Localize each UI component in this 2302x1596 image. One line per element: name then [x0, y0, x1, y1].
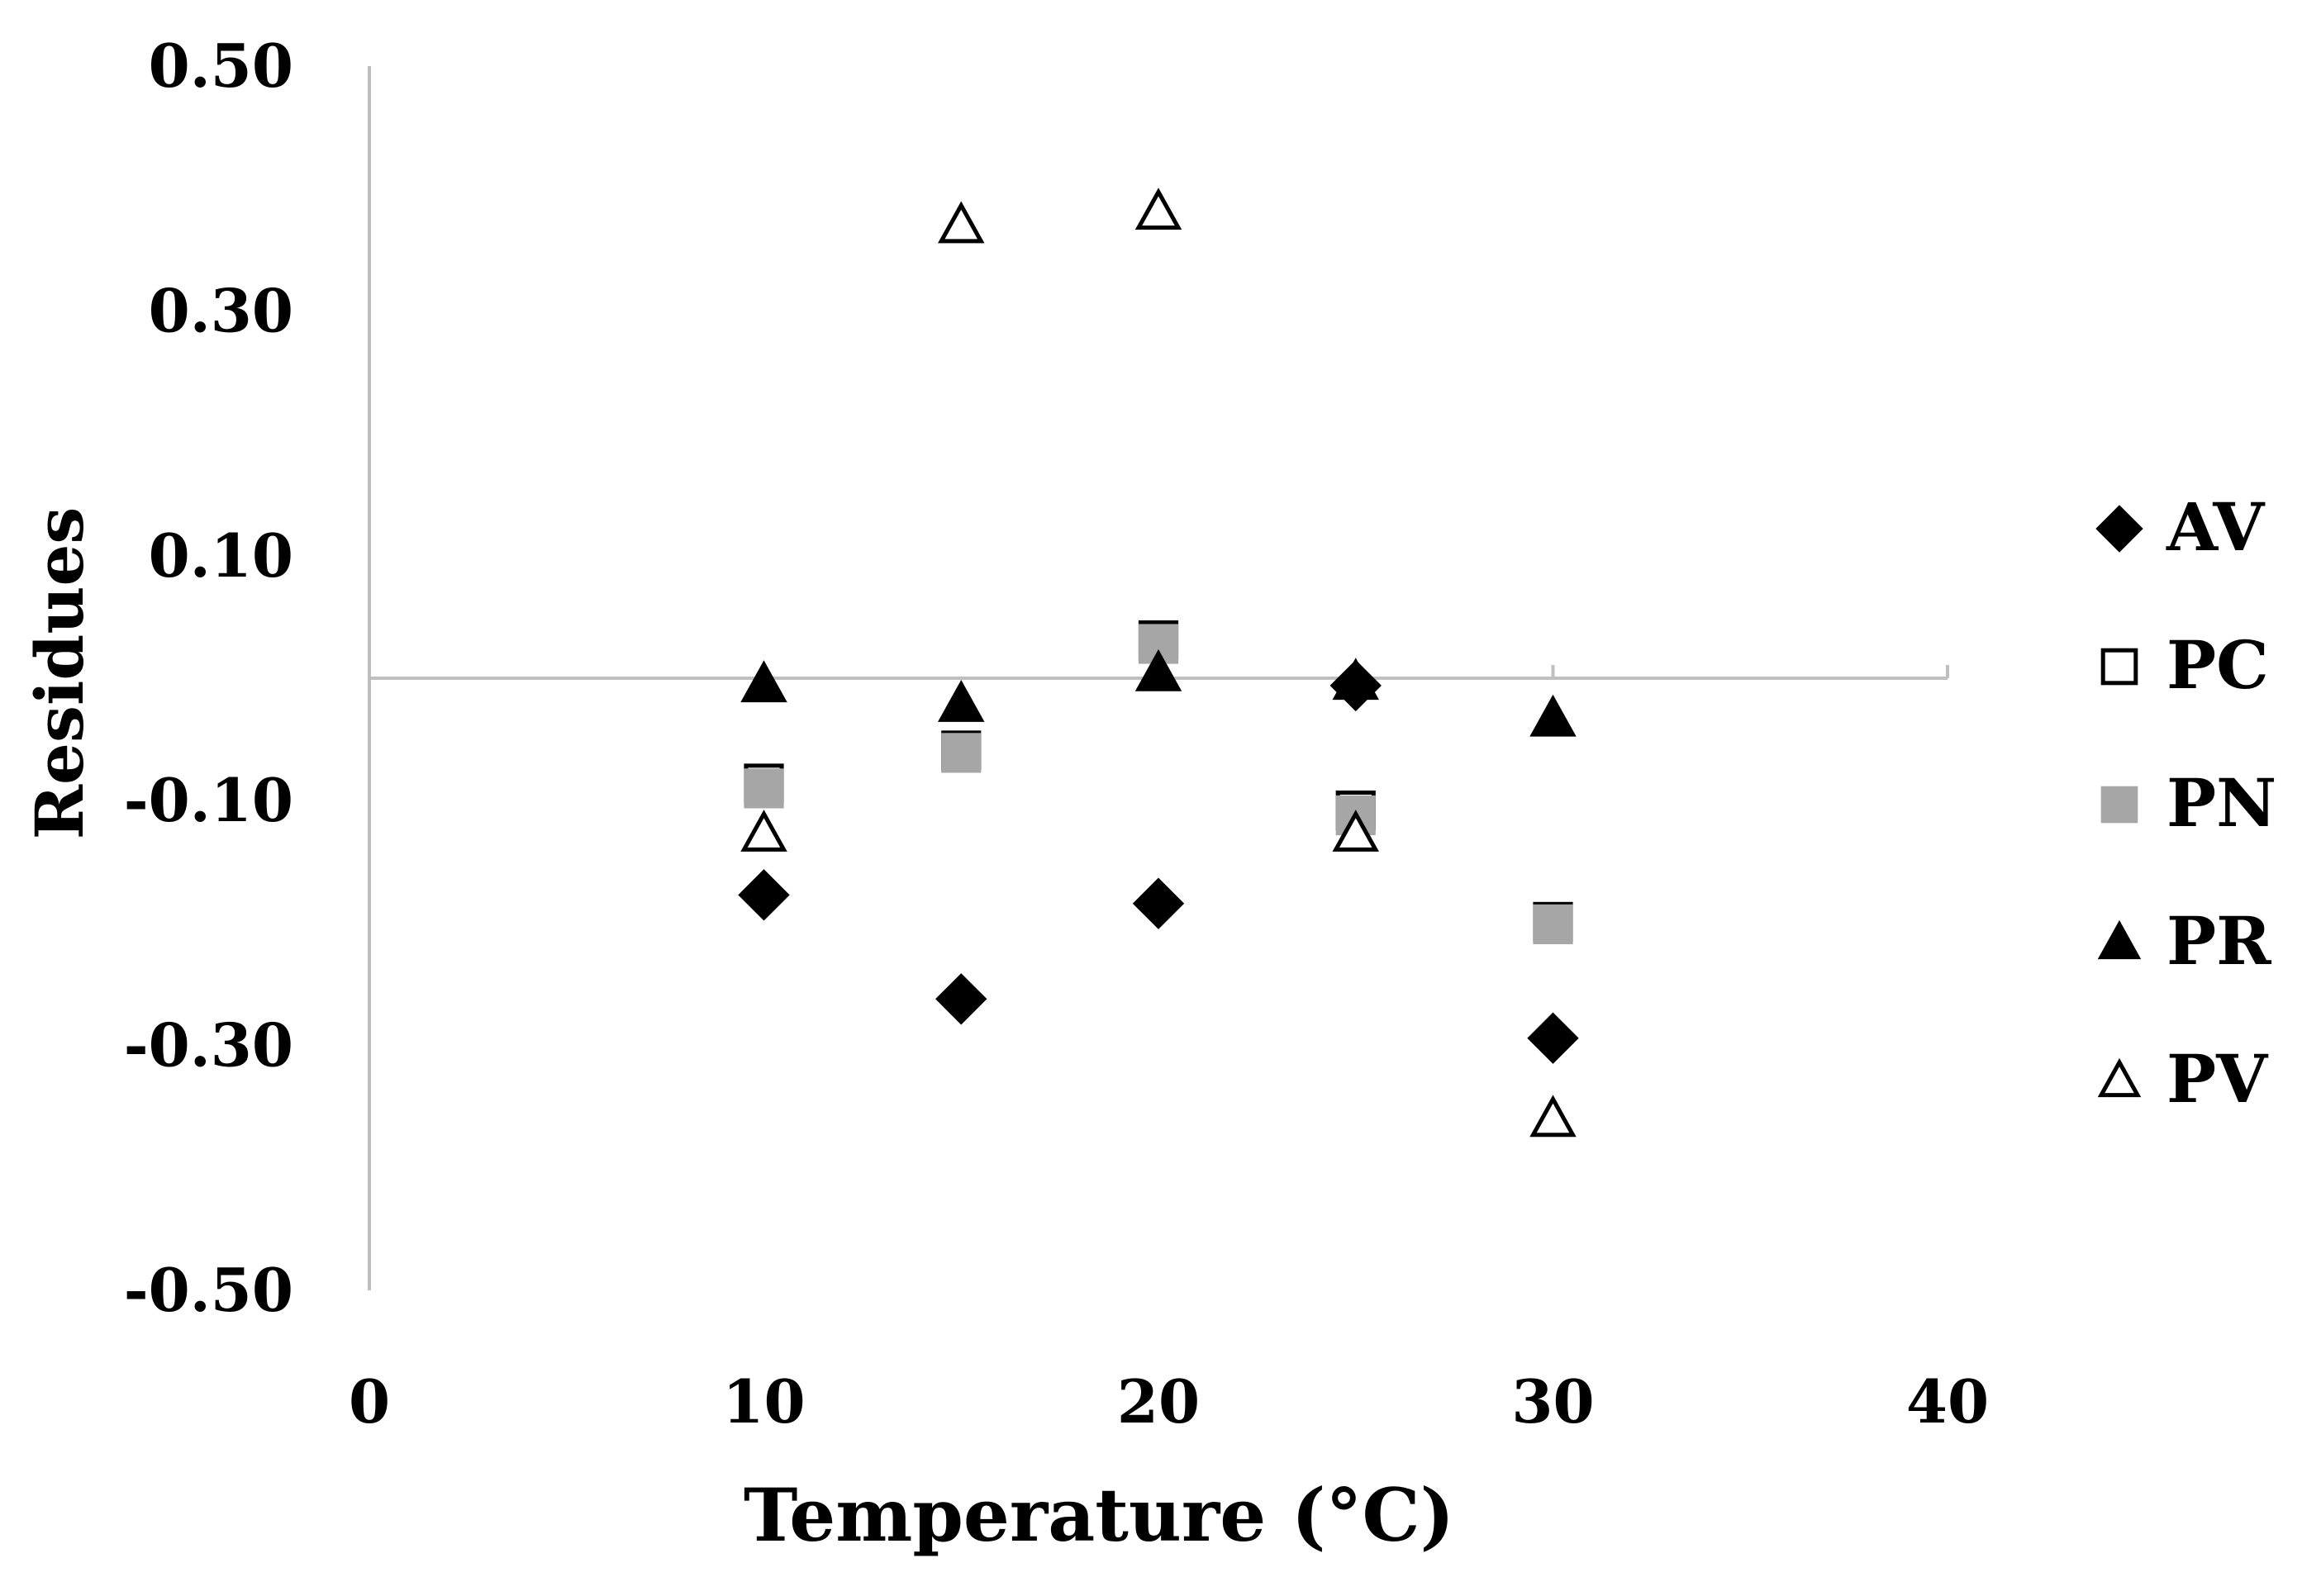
point-av [738, 869, 790, 921]
y-tick-label: 0.10 [149, 520, 293, 591]
legend-label-pn: PN [2166, 764, 2276, 842]
series-pr [740, 648, 1577, 737]
legend-marker-pc [2100, 648, 2138, 686]
legend-marker-pn [2100, 786, 2138, 824]
y-tick-label: -0.10 [124, 765, 293, 835]
point-av [1527, 1012, 1579, 1064]
point-pr [740, 660, 787, 703]
x-tick-label: 20 [1117, 1366, 1200, 1437]
point-av [935, 973, 987, 1025]
series-pv [740, 188, 1577, 1138]
legend: AV PC PN PR PV [2095, 488, 2276, 1118]
legend-label-pc: PC [2166, 626, 2269, 704]
tick-labels-layer: 0 10 20 30 40 0.50 0.30 0.10 -0.10 -0.30 -0.50 [124, 31, 1989, 1437]
y-tick-label: 0.30 [149, 275, 293, 345]
legend-item-pn: PN [2100, 764, 2276, 842]
x-axis-title: Temperature (°C) [744, 1472, 1454, 1558]
point-pr [938, 679, 985, 722]
x-tick-label: 40 [1906, 1366, 1989, 1437]
x-tick-label: 10 [722, 1366, 805, 1437]
y-tick-label: -0.30 [124, 1010, 293, 1081]
point-pv [1529, 1095, 1577, 1138]
legend-item-av: AV [2095, 488, 2266, 566]
legend-label-av: AV [2166, 488, 2266, 566]
series-av [738, 659, 1579, 1064]
point-av [1132, 877, 1185, 929]
legend-item-pc: PC [2100, 626, 2269, 704]
legend-label-pr: PR [2166, 902, 2271, 980]
y-axis-title: Residues [21, 507, 98, 840]
point-pn [941, 733, 982, 773]
legend-marker-av [2095, 505, 2143, 553]
point-pn [1533, 904, 1573, 944]
y-tick-label: -0.50 [124, 1255, 293, 1325]
legend-item-pv: PV [2097, 1040, 2269, 1118]
legend-marker-pv [2097, 1057, 2142, 1098]
legend-label-pv: PV [2166, 1040, 2269, 1118]
point-pn [744, 768, 784, 809]
point-pv [1134, 188, 1182, 230]
legend-item-pr: PR [2097, 902, 2271, 980]
point-pv [1332, 810, 1379, 852]
x-tick-label: 0 [349, 1366, 390, 1437]
x-tick-label: 30 [1511, 1366, 1594, 1437]
y-tick-label: 0.50 [149, 31, 293, 101]
legend-marker-pr [2097, 919, 2142, 960]
point-pr [1134, 648, 1182, 691]
point-pr [1332, 658, 1379, 701]
data-points-layer [738, 188, 1579, 1138]
point-pv [938, 201, 985, 244]
point-pv [740, 810, 787, 852]
point-pr [1529, 694, 1577, 737]
